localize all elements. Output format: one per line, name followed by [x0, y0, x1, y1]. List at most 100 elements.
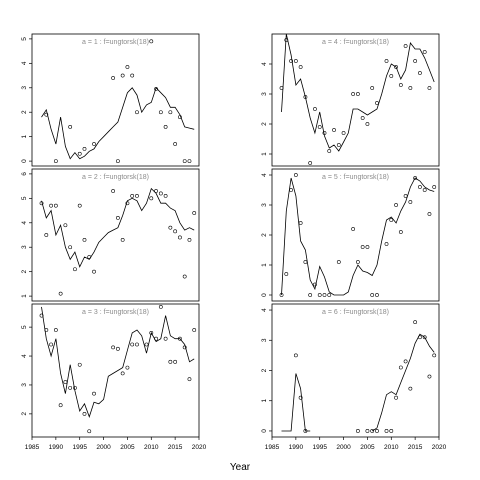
data-point [403, 359, 408, 364]
y-tick-label: 1 [21, 134, 28, 138]
data-point [120, 237, 125, 242]
data-point [58, 403, 63, 408]
panel-frame [31, 303, 200, 438]
x-tick-label: 2020 [432, 444, 447, 451]
y-tick-label: 3 [21, 245, 28, 249]
data-point [432, 353, 437, 358]
data-point [120, 371, 125, 376]
data-point [87, 429, 92, 434]
panel-data [279, 173, 437, 297]
panel-6: a = 6 : f=ungtorsk(18) 0 1 2 3 4 1985 1990 1995 2… [261, 303, 447, 451]
data-point [384, 242, 389, 246]
data-point [375, 429, 379, 433]
data-point [351, 92, 356, 96]
panel-title: a = 3 : f=ungtorsk(18) [82, 309, 149, 316]
x-tick-label: 2010 [144, 444, 159, 451]
y-tick-label: 5 [21, 37, 28, 41]
data-point [351, 227, 356, 231]
panel-frame [31, 33, 200, 167]
data-point [92, 391, 96, 396]
panel-title: a = 2 : f=ungtorsk(18) [82, 174, 149, 181]
data-point [394, 395, 398, 400]
data-point [63, 380, 68, 384]
data-point [82, 146, 87, 151]
panel-4: a = 5 : f=ungtorsk(18) 0 1 2 3 4 [261, 168, 440, 302]
data-point [413, 176, 418, 180]
data-point [158, 304, 163, 309]
data-point [82, 237, 87, 242]
data-point [149, 39, 154, 44]
data-point [168, 359, 173, 364]
data-point [432, 185, 437, 189]
data-point [115, 159, 120, 164]
data-point [182, 345, 187, 350]
data-point [413, 59, 418, 63]
data-point [53, 203, 58, 208]
panel-title: a = 6 : f=ungtorsk(18) [322, 309, 389, 316]
data-point [394, 65, 398, 69]
panel-2: a = 4 : f=ungtorsk(18) 1 2 3 4 [261, 33, 440, 167]
data-point [187, 159, 192, 164]
y-tick-label: 2 [21, 110, 28, 114]
x-tick-label: 2015 [168, 444, 183, 451]
data-point [49, 342, 53, 347]
data-point [398, 83, 403, 87]
data-point [303, 260, 308, 264]
y-tick-label: 6 [21, 172, 28, 176]
data-point [125, 201, 130, 206]
data-point [298, 221, 303, 225]
panel-frame [271, 33, 440, 167]
data-point [365, 245, 370, 249]
data-point [92, 269, 96, 274]
data-point [418, 185, 422, 189]
y-tick-label: 1 [261, 263, 268, 267]
data-point [53, 159, 58, 164]
data-point [44, 112, 49, 117]
y-tick-label: 5 [21, 196, 28, 200]
data-point [408, 386, 413, 391]
data-point [187, 237, 192, 242]
panels: a = 1 : f=ungtorsk(18) 0 1 2 3 4 5 a = 4 : f=un… [21, 33, 447, 451]
x-tick-label: 1995 [72, 444, 87, 451]
series-line [281, 177, 435, 296]
data-point [111, 345, 116, 350]
data-point [154, 189, 158, 193]
data-point [192, 211, 197, 215]
data-point [130, 73, 135, 78]
x-tick-label: 1985 [265, 444, 280, 451]
data-point [173, 359, 178, 364]
data-point [389, 429, 394, 433]
data-point [317, 293, 322, 297]
series-line [281, 34, 435, 152]
data-point [44, 328, 49, 332]
x-tick-label: 2020 [192, 444, 207, 451]
data-point [149, 331, 154, 335]
data-point [389, 74, 394, 78]
data-point [298, 65, 303, 69]
data-point [111, 76, 116, 80]
data-point [77, 362, 82, 367]
data-point [68, 124, 73, 129]
data-point [135, 342, 139, 347]
panel-data [41, 39, 195, 164]
panel-frame [271, 303, 440, 438]
series-line [41, 87, 195, 160]
data-point [173, 142, 178, 146]
data-point [135, 110, 139, 115]
data-point [293, 353, 298, 358]
data-point [135, 193, 139, 198]
data-point [284, 38, 289, 42]
y-tick-label: 2 [261, 122, 268, 126]
data-point [92, 142, 96, 146]
data-point [398, 230, 403, 234]
series-line [41, 306, 195, 419]
data-point [427, 374, 432, 379]
y-tick-label: 3 [261, 338, 268, 342]
data-point [408, 200, 413, 204]
data-point [49, 203, 53, 208]
data-point [422, 335, 427, 340]
data-point [375, 293, 379, 297]
y-tick-label: 2 [21, 412, 28, 416]
y-tick-label: 4 [21, 354, 28, 358]
